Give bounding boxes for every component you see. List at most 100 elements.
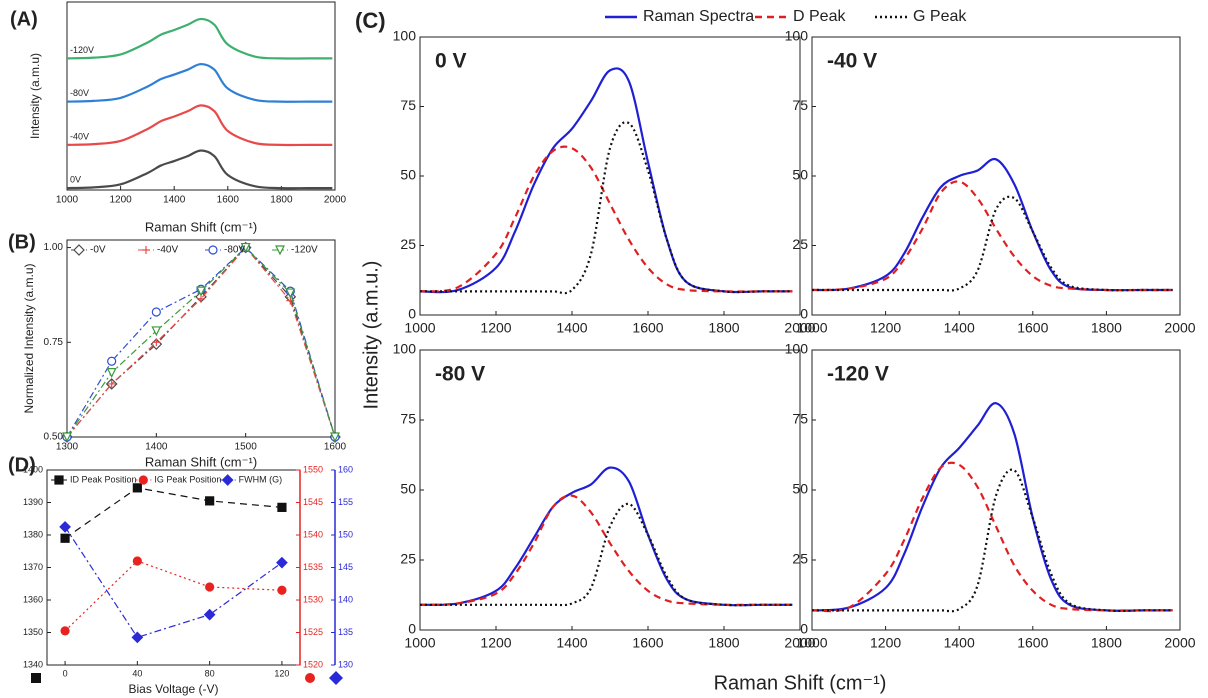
y-tick-label: 50 — [400, 167, 416, 183]
y-tick-label: 0.50 — [44, 432, 64, 443]
subplot-title: -120 V — [827, 363, 889, 386]
series-line — [64, 560, 282, 632]
marker — [60, 533, 70, 543]
y-tick-label: 1.00 — [44, 242, 64, 253]
y-tick-label: 100 — [785, 341, 809, 357]
x-tick-label: 1800 — [708, 635, 739, 651]
y-tick-label: 25 — [792, 236, 808, 252]
x-tick-label: 1800 — [708, 320, 739, 336]
marker — [277, 502, 287, 512]
y-tick-label: 1400 — [23, 464, 43, 474]
icon — [31, 673, 41, 683]
marker — [73, 244, 85, 256]
y-tick-label: 25 — [792, 551, 808, 567]
x-tick-label: 1200 — [870, 635, 901, 651]
y-tick-label: 0 — [408, 306, 416, 322]
y-tick-label: 0 — [800, 306, 808, 322]
series-line — [419, 145, 793, 293]
y3-tick-label: 150 — [338, 529, 353, 539]
marker — [107, 379, 116, 388]
panel-label: (C) — [355, 8, 386, 33]
x-tick-label: 2000 — [324, 195, 347, 206]
y2-tick-label: 1550 — [303, 464, 323, 474]
y-tick-label: 100 — [393, 341, 417, 357]
legend-label: D Peak — [793, 8, 846, 25]
x-tick-label: 120 — [274, 668, 289, 678]
marker — [277, 585, 287, 595]
y3-tick-label: 145 — [338, 562, 353, 572]
x-tick-label: 1300 — [56, 442, 79, 453]
marker — [275, 245, 285, 256]
y-tick-label: 25 — [400, 551, 416, 567]
marker — [196, 286, 206, 297]
x-axis-label: Raman Shift (cm⁻¹) — [145, 219, 257, 234]
series-line — [811, 461, 1173, 613]
plot-frame — [66, 239, 336, 438]
x-tick-label: 1600 — [217, 195, 240, 206]
x-tick-label: 1400 — [163, 195, 186, 206]
y-tick-label: 1350 — [23, 627, 43, 637]
marker — [106, 367, 117, 378]
marker — [62, 432, 72, 443]
x-tick-label: 1600 — [1017, 635, 1048, 651]
x-tick-label: 1800 — [1091, 635, 1122, 651]
marker — [285, 288, 296, 299]
legend-label: -80V — [224, 245, 245, 256]
y-tick-label: 75 — [792, 97, 808, 113]
y2-tick-label: 1540 — [303, 529, 323, 539]
marker — [131, 631, 144, 644]
series-label: -40V — [70, 131, 89, 141]
series-line — [66, 104, 333, 147]
subplot-title: -80 V — [435, 363, 485, 386]
y-tick-label: 100 — [393, 28, 417, 44]
y-tick-label: 1390 — [23, 497, 43, 507]
x-tick-label: 1600 — [632, 635, 663, 651]
x-tick-label: 80 — [205, 668, 215, 678]
y-tick-label: 0 — [408, 621, 416, 637]
x-tick-label: 1800 — [1091, 320, 1122, 336]
y3-tick-label: 135 — [338, 627, 353, 637]
series-line — [419, 494, 793, 607]
x-tick-label: 1000 — [796, 635, 827, 651]
series-line — [64, 526, 283, 639]
legend-label: -40V — [157, 245, 178, 256]
x-tick-label: 2000 — [784, 635, 815, 651]
x-tick-label: 1500 — [235, 442, 258, 453]
series-line — [64, 487, 282, 539]
plot-frame — [66, 1, 336, 191]
legend-label: -120V — [291, 245, 318, 256]
x-tick-label: 1200 — [870, 320, 901, 336]
icon — [305, 673, 315, 683]
x-tick-label: 1800 — [270, 195, 293, 206]
panel-label: (B) — [8, 231, 36, 253]
legend-label: IG Peak Position — [154, 474, 221, 484]
x-tick-label: 1000 — [56, 195, 79, 206]
x-axis-label: Raman Shift (cm⁻¹) — [145, 454, 257, 469]
y-axis-label: Intensity (a.m.u) — [28, 53, 42, 139]
y2-tick-label: 1535 — [303, 562, 323, 572]
marker — [54, 475, 64, 485]
marker — [221, 474, 234, 486]
marker — [203, 608, 216, 621]
y-tick-label: 1380 — [23, 529, 43, 539]
x-tick-label: 0 — [63, 668, 68, 678]
y-tick-label: 50 — [792, 481, 808, 497]
series-line — [812, 468, 1173, 613]
y-tick-label: 1370 — [23, 562, 43, 572]
x-axis-label: Raman Shift (cm⁻¹) — [714, 672, 887, 694]
marker — [107, 356, 117, 366]
x-tick-label: 1000 — [404, 320, 435, 336]
x-tick-label: 1400 — [944, 320, 975, 336]
y-tick-label: 75 — [792, 411, 808, 427]
subplot-title: -40 V — [827, 50, 877, 73]
y-tick-label: 0.75 — [44, 337, 64, 348]
marker — [132, 483, 142, 493]
x-tick-label: 1400 — [944, 635, 975, 651]
legend-label: G Peak — [913, 8, 967, 25]
marker — [240, 242, 251, 253]
x-tick-label: 1600 — [632, 320, 663, 336]
series-line — [66, 17, 333, 60]
marker — [60, 626, 70, 636]
